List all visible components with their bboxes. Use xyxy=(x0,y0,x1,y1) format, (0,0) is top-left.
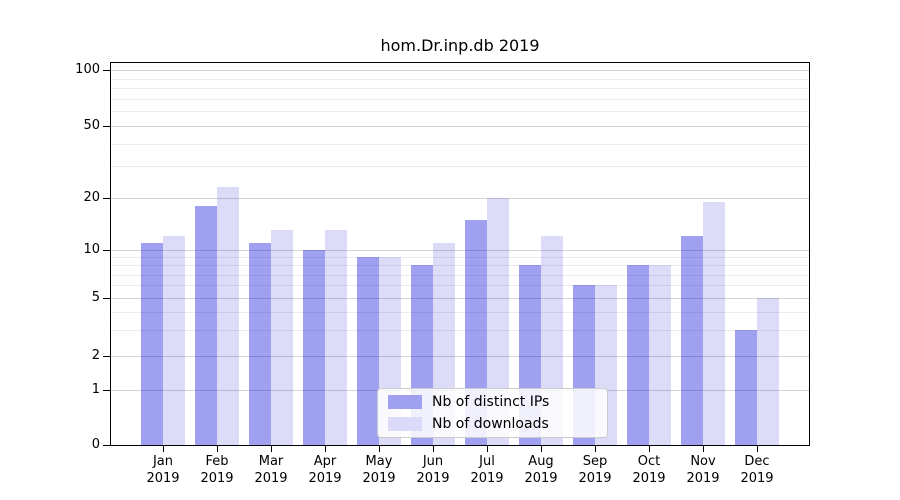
x-tick-label-may: May 2019 xyxy=(362,454,396,486)
legend: Nb of distinct IPs Nb of downloads xyxy=(377,388,608,438)
bar-nb-of-distinct-ips-may xyxy=(357,257,379,446)
bar-nb-of-distinct-ips-jan xyxy=(141,242,163,446)
y-tick-mark-100 xyxy=(103,70,110,72)
bar-nb-of-downloads-mar xyxy=(271,230,293,446)
y-tick-mark-1 xyxy=(103,390,110,392)
y-tick-mark-5 xyxy=(103,298,110,300)
legend-row: Nb of downloads xyxy=(388,416,597,432)
bar-nb-of-downloads-nov xyxy=(703,201,725,446)
gridline-2 xyxy=(110,356,810,357)
y-tick-mark-2 xyxy=(103,356,110,358)
chart-title: hom.Dr.inp.db 2019 xyxy=(380,36,540,55)
bar-nb-of-downloads-jan xyxy=(163,236,185,446)
legend-label: Nb of distinct IPs xyxy=(432,394,550,410)
y-tick-mark-0 xyxy=(103,445,110,447)
x-tick-mark-jul xyxy=(487,446,489,452)
bar-nb-of-downloads-jul xyxy=(487,198,509,446)
x-tick-label-apr: Apr 2019 xyxy=(308,454,342,486)
x-tick-mark-mar xyxy=(271,446,273,452)
x-tick-mark-nov xyxy=(703,446,705,452)
bar-nb-of-distinct-ips-oct xyxy=(627,265,649,446)
gridline-50 xyxy=(110,126,810,127)
bar-nb-of-downloads-apr xyxy=(325,230,347,446)
legend-swatch-icon xyxy=(388,395,422,409)
y-tick-label-10: 10 xyxy=(83,242,100,257)
x-tick-mark-feb xyxy=(217,446,219,452)
gridline-70 xyxy=(110,98,810,100)
x-tick-mark-apr xyxy=(325,446,327,452)
y-tick-label-5: 5 xyxy=(91,290,100,305)
gridline-9 xyxy=(110,257,810,259)
x-tick-label-nov: Nov 2019 xyxy=(686,454,720,486)
x-tick-label-jul: Jul 2019 xyxy=(470,454,504,486)
x-tick-label-jan: Jan 2019 xyxy=(146,454,180,486)
x-tick-label-mar: Mar 2019 xyxy=(254,454,288,486)
x-tick-mark-oct xyxy=(649,446,651,452)
x-tick-label-jun: Jun 2019 xyxy=(416,454,450,486)
plot-area xyxy=(110,62,810,446)
y-tick-mark-50 xyxy=(103,126,110,128)
legend-swatch-icon xyxy=(388,417,422,431)
gridline-4 xyxy=(110,312,810,314)
gridline-30 xyxy=(110,166,810,168)
x-tick-label-oct: Oct 2019 xyxy=(632,454,666,486)
x-tick-mark-may xyxy=(379,446,381,452)
y-tick-mark-20 xyxy=(103,198,110,200)
gridline-7 xyxy=(110,274,810,276)
bar-nb-of-downloads-oct xyxy=(649,265,671,446)
gridline-20 xyxy=(110,198,810,199)
x-tick-label-feb: Feb 2019 xyxy=(200,454,234,486)
gridline-40 xyxy=(110,143,810,145)
bar-nb-of-distinct-ips-nov xyxy=(681,236,703,446)
gridline-6 xyxy=(110,285,810,287)
bar-nb-of-distinct-ips-feb xyxy=(195,205,217,446)
gridline-90 xyxy=(110,78,810,80)
gridline-10 xyxy=(110,250,810,251)
bar-nb-of-downloads-feb xyxy=(217,187,239,446)
y-tick-label-0: 0 xyxy=(91,437,100,452)
y-tick-label-20: 20 xyxy=(83,190,100,205)
x-tick-mark-aug xyxy=(541,446,543,452)
x-tick-label-dec: Dec 2019 xyxy=(740,454,774,486)
y-tick-mark-10 xyxy=(103,250,110,252)
bar-nb-of-distinct-ips-dec xyxy=(735,330,757,446)
x-tick-mark-jan xyxy=(163,446,165,452)
gridline-5 xyxy=(110,298,810,299)
x-tick-mark-sep xyxy=(595,446,597,452)
x-tick-mark-dec xyxy=(757,446,759,452)
y-tick-label-1: 1 xyxy=(91,382,100,397)
gridline-80 xyxy=(110,88,810,90)
gridline-8 xyxy=(110,265,810,267)
x-tick-label-sep: Sep 2019 xyxy=(578,454,612,486)
y-tick-label-50: 50 xyxy=(83,118,100,133)
legend-row: Nb of distinct IPs xyxy=(388,394,597,410)
bar-nb-of-downloads-dec xyxy=(757,298,779,446)
y-tick-label-2: 2 xyxy=(91,348,100,363)
bar-nb-of-distinct-ips-apr xyxy=(303,250,325,446)
y-tick-label-100: 100 xyxy=(75,62,100,77)
gridline-100 xyxy=(110,70,810,71)
legend-label: Nb of downloads xyxy=(432,416,549,432)
gridline-60 xyxy=(110,111,810,113)
x-tick-label-aug: Aug 2019 xyxy=(524,454,558,486)
bar-nb-of-distinct-ips-mar xyxy=(249,242,271,446)
x-tick-mark-jun xyxy=(433,446,435,452)
gridline-3 xyxy=(110,330,810,332)
